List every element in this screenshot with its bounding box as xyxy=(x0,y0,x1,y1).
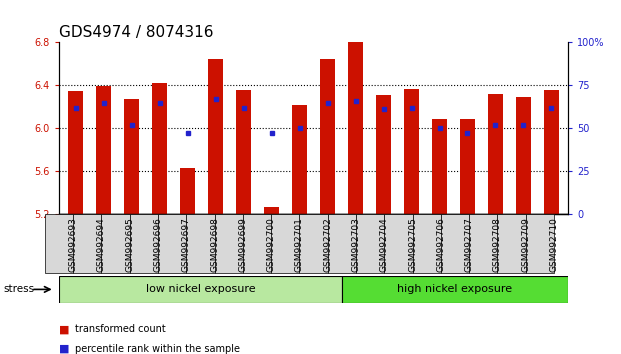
Bar xyxy=(356,214,384,273)
Bar xyxy=(130,214,158,273)
Bar xyxy=(384,214,412,273)
Text: percentile rank within the sample: percentile rank within the sample xyxy=(75,344,240,354)
Bar xyxy=(186,214,215,273)
Text: GSM992700: GSM992700 xyxy=(266,217,276,272)
Bar xyxy=(320,58,335,214)
Text: ■: ■ xyxy=(59,344,70,354)
Text: ■: ■ xyxy=(59,324,70,334)
Bar xyxy=(487,94,503,214)
Text: GSM992707: GSM992707 xyxy=(465,217,474,272)
Bar xyxy=(264,207,279,214)
Bar xyxy=(45,214,73,273)
Text: GSM992709: GSM992709 xyxy=(521,217,530,272)
Bar xyxy=(96,86,111,214)
Bar xyxy=(208,58,224,214)
Bar xyxy=(299,214,328,273)
Text: low nickel exposure: low nickel exposure xyxy=(146,284,255,295)
Bar xyxy=(292,105,307,214)
Bar xyxy=(469,214,497,273)
Bar xyxy=(460,119,475,214)
Bar xyxy=(516,97,531,214)
Text: GSM992708: GSM992708 xyxy=(493,217,502,272)
Text: transformed count: transformed count xyxy=(75,324,165,334)
Bar xyxy=(271,214,299,273)
Text: GSM992696: GSM992696 xyxy=(153,217,163,272)
Bar xyxy=(73,214,101,273)
Text: GSM992706: GSM992706 xyxy=(437,217,445,272)
Bar xyxy=(59,276,342,303)
Text: GSM992701: GSM992701 xyxy=(295,217,304,272)
Bar xyxy=(342,276,568,303)
Text: GSM992693: GSM992693 xyxy=(69,217,78,272)
Text: GSM992703: GSM992703 xyxy=(351,217,361,272)
Text: GSM992694: GSM992694 xyxy=(97,217,106,272)
Bar xyxy=(526,214,554,273)
Bar xyxy=(180,168,196,214)
Bar xyxy=(158,214,186,273)
Text: GSM992699: GSM992699 xyxy=(238,217,247,272)
Bar xyxy=(497,214,526,273)
Bar xyxy=(236,90,252,214)
Text: GSM992704: GSM992704 xyxy=(380,217,389,272)
Bar xyxy=(404,88,419,214)
Bar xyxy=(348,42,363,214)
Text: GSM992705: GSM992705 xyxy=(408,217,417,272)
Bar xyxy=(68,91,83,214)
Text: GSM992695: GSM992695 xyxy=(125,217,134,272)
Text: high nickel exposure: high nickel exposure xyxy=(397,284,512,295)
Bar xyxy=(432,119,447,214)
Bar xyxy=(441,214,469,273)
Text: GDS4974 / 8074316: GDS4974 / 8074316 xyxy=(59,25,214,40)
Text: GSM992698: GSM992698 xyxy=(210,217,219,272)
Text: GSM992702: GSM992702 xyxy=(324,217,332,272)
Bar xyxy=(328,214,356,273)
Bar xyxy=(101,214,130,273)
Text: GSM992710: GSM992710 xyxy=(550,217,558,272)
Bar xyxy=(215,214,243,273)
Text: GSM992697: GSM992697 xyxy=(182,217,191,272)
Bar xyxy=(544,90,559,214)
Bar xyxy=(124,99,140,214)
Bar xyxy=(152,83,168,214)
Bar xyxy=(412,214,441,273)
Text: stress: stress xyxy=(3,284,34,295)
Bar xyxy=(243,214,271,273)
Bar xyxy=(376,95,391,214)
